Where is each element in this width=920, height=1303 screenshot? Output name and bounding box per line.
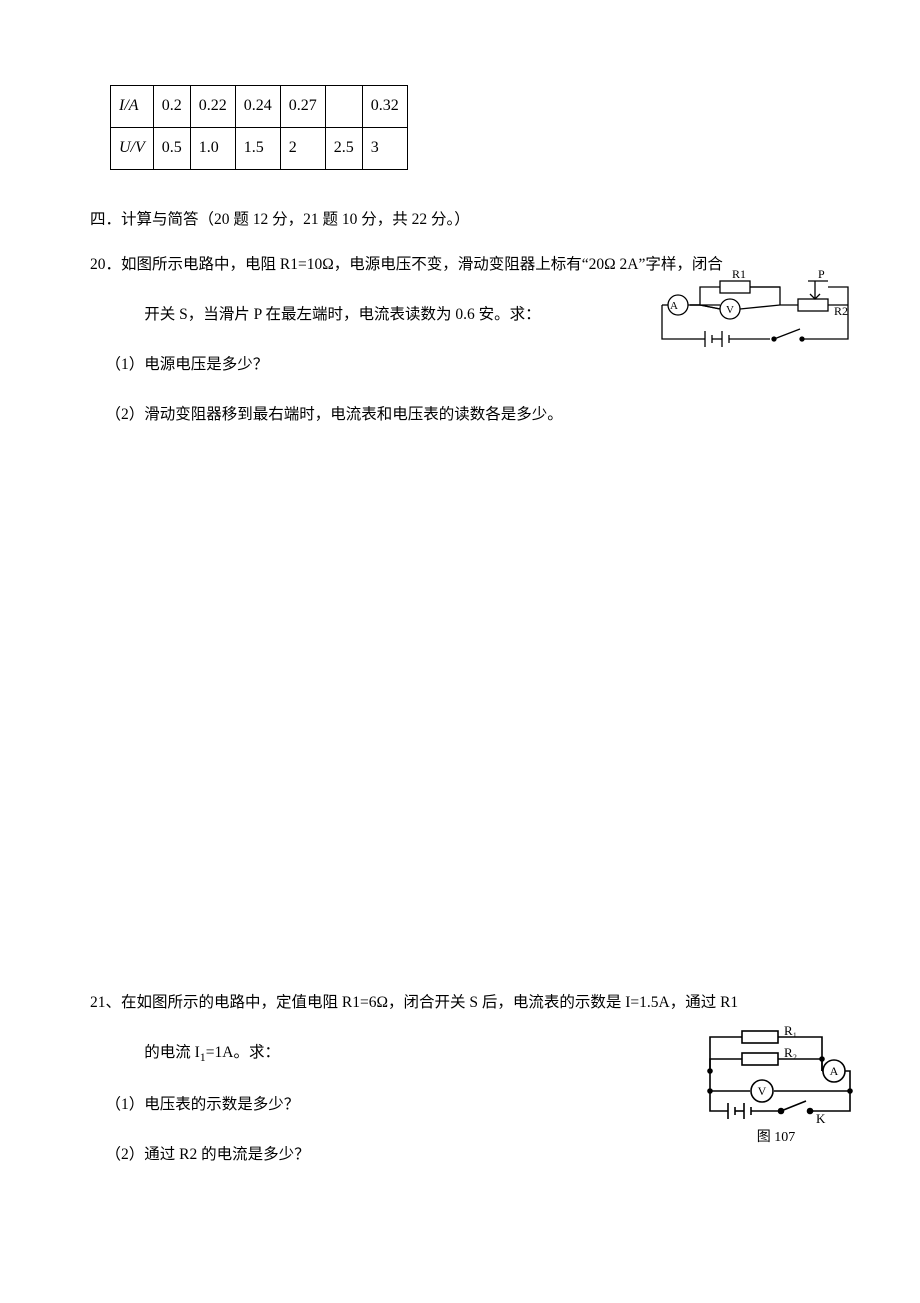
table-cell: 0.5 xyxy=(153,127,190,169)
table-cell: 1.0 xyxy=(190,127,235,169)
question-20: 20．如图所示电路中，电阻 R1=10Ω，电源电压不变，滑动变阻器上标有“20Ω… xyxy=(90,251,830,429)
diagram-caption: 图 107 xyxy=(757,1130,796,1145)
circuit-svg: R1 P R2 A V xyxy=(650,269,860,349)
label-r2: R₂ xyxy=(784,1045,797,1060)
table-cell: 2.5 xyxy=(325,127,362,169)
label-k: K xyxy=(816,1111,826,1126)
circuit-svg: R₁ R₂ A V K 图 107 xyxy=(692,1019,860,1149)
section-heading: 四．计算与简答（20 题 12 分，21 题 10 分，共 22 分。） xyxy=(90,206,830,234)
circuit-diagram-q20: R1 P R2 A V xyxy=(650,269,860,349)
question-subpart: （1）电源电压是多少？ xyxy=(90,351,830,379)
table-cell: 3 xyxy=(362,127,407,169)
document-page: I/A 0.2 0.22 0.24 0.27 0.32 U/V 0.5 1.0 … xyxy=(0,0,920,1268)
text-run: 的电流 I xyxy=(144,1044,200,1061)
label-r2: R2 xyxy=(834,304,848,318)
blank-workspace xyxy=(90,469,830,989)
table-cell: I/A xyxy=(111,86,154,128)
table-row: I/A 0.2 0.22 0.24 0.27 0.32 xyxy=(111,86,408,128)
table-cell: 0.32 xyxy=(362,86,407,128)
question-number: 21、 xyxy=(90,994,121,1011)
table-cell: 1.5 xyxy=(235,127,280,169)
table-cell: 0.22 xyxy=(190,86,235,128)
table-cell: 0.24 xyxy=(235,86,280,128)
data-table: I/A 0.2 0.22 0.24 0.27 0.32 U/V 0.5 1.0 … xyxy=(110,85,408,170)
table-cell: 0.27 xyxy=(280,86,325,128)
label-v: V xyxy=(758,1084,767,1098)
circuit-diagram-q21: R₁ R₂ A V K 图 107 xyxy=(692,1019,860,1149)
text-run: =1A。求： xyxy=(206,1044,280,1061)
question-21: 21、在如图所示的电路中，定值电阻 R1=6Ω，闭合开关 S 后，电流表的示数是… xyxy=(90,989,830,1168)
table-cell: U/V xyxy=(111,127,154,169)
question-body: 如图所示电路中，电阻 R1=10Ω，电源电压不变，滑动变阻器上标有“20Ω 2A… xyxy=(121,256,723,273)
question-body: 在如图所示的电路中，定值电阻 R1=6Ω，闭合开关 S 后，电流表的示数是 I=… xyxy=(121,994,738,1011)
label-a: A xyxy=(670,300,678,312)
table-cell: 0.2 xyxy=(153,86,190,128)
table-cell xyxy=(325,86,362,128)
question-text: 21、在如图所示的电路中，定值电阻 R1=6Ω，闭合开关 S 后，电流表的示数是… xyxy=(90,989,830,1017)
label-v: V xyxy=(726,304,734,316)
table-cell: 2 xyxy=(280,127,325,169)
label-p: P xyxy=(818,269,825,281)
question-subpart: （2）滑动变阻器移到最右端时，电流表和电压表的读数各是多少。 xyxy=(90,401,830,429)
table-row: U/V 0.5 1.0 1.5 2 2.5 3 xyxy=(111,127,408,169)
label-a: A xyxy=(830,1064,839,1078)
question-number: 20． xyxy=(90,256,121,273)
label-r1: R₁ xyxy=(784,1023,797,1038)
label-r1: R1 xyxy=(732,269,746,281)
